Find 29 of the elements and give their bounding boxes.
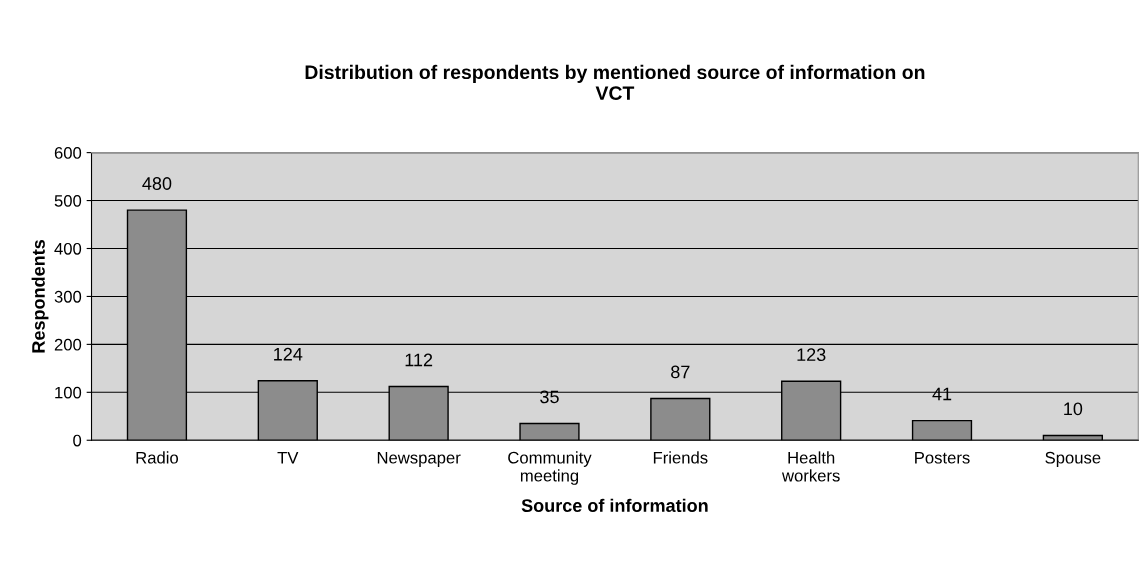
y-tick-label: 200 bbox=[54, 338, 82, 351]
data-label: 35 bbox=[540, 390, 559, 404]
data-label: 87 bbox=[671, 365, 690, 379]
y-axis-title: Respondents bbox=[31, 239, 49, 353]
data-label: 480 bbox=[142, 177, 172, 190]
y-tick-label: 0 bbox=[73, 434, 82, 447]
x-tick-label: Health workers bbox=[781, 451, 840, 482]
data-label: 112 bbox=[405, 353, 433, 367]
chart-title: Distribution of respondents by mentioned source of information on VCT bbox=[305, 64, 925, 101]
bar bbox=[911, 419, 973, 441]
x-tick-label: Spouse bbox=[1045, 451, 1101, 467]
x-tick-label: Community meeting bbox=[508, 451, 592, 485]
y-tick-label: 400 bbox=[54, 242, 82, 255]
bar bbox=[650, 397, 711, 441]
x-tick-label: Friends bbox=[653, 451, 708, 464]
x-axis-title: Source of information bbox=[521, 498, 708, 512]
y-tick-label: 300 bbox=[54, 290, 82, 303]
x-tick-label: Radio bbox=[136, 451, 179, 464]
bar bbox=[1042, 434, 1103, 441]
y-tick-label: 600 bbox=[54, 147, 82, 159]
x-tick-label: Newspaper bbox=[377, 451, 461, 467]
x-tick-label: Posters bbox=[915, 451, 970, 464]
data-label: 10 bbox=[1064, 402, 1083, 416]
y-tick-label: 100 bbox=[55, 386, 82, 399]
data-label: 123 bbox=[797, 348, 826, 362]
bar bbox=[519, 422, 580, 441]
data-label: 124 bbox=[274, 347, 303, 361]
y-tick-label: 500 bbox=[54, 194, 82, 207]
x-tick-label: TV bbox=[277, 451, 299, 464]
